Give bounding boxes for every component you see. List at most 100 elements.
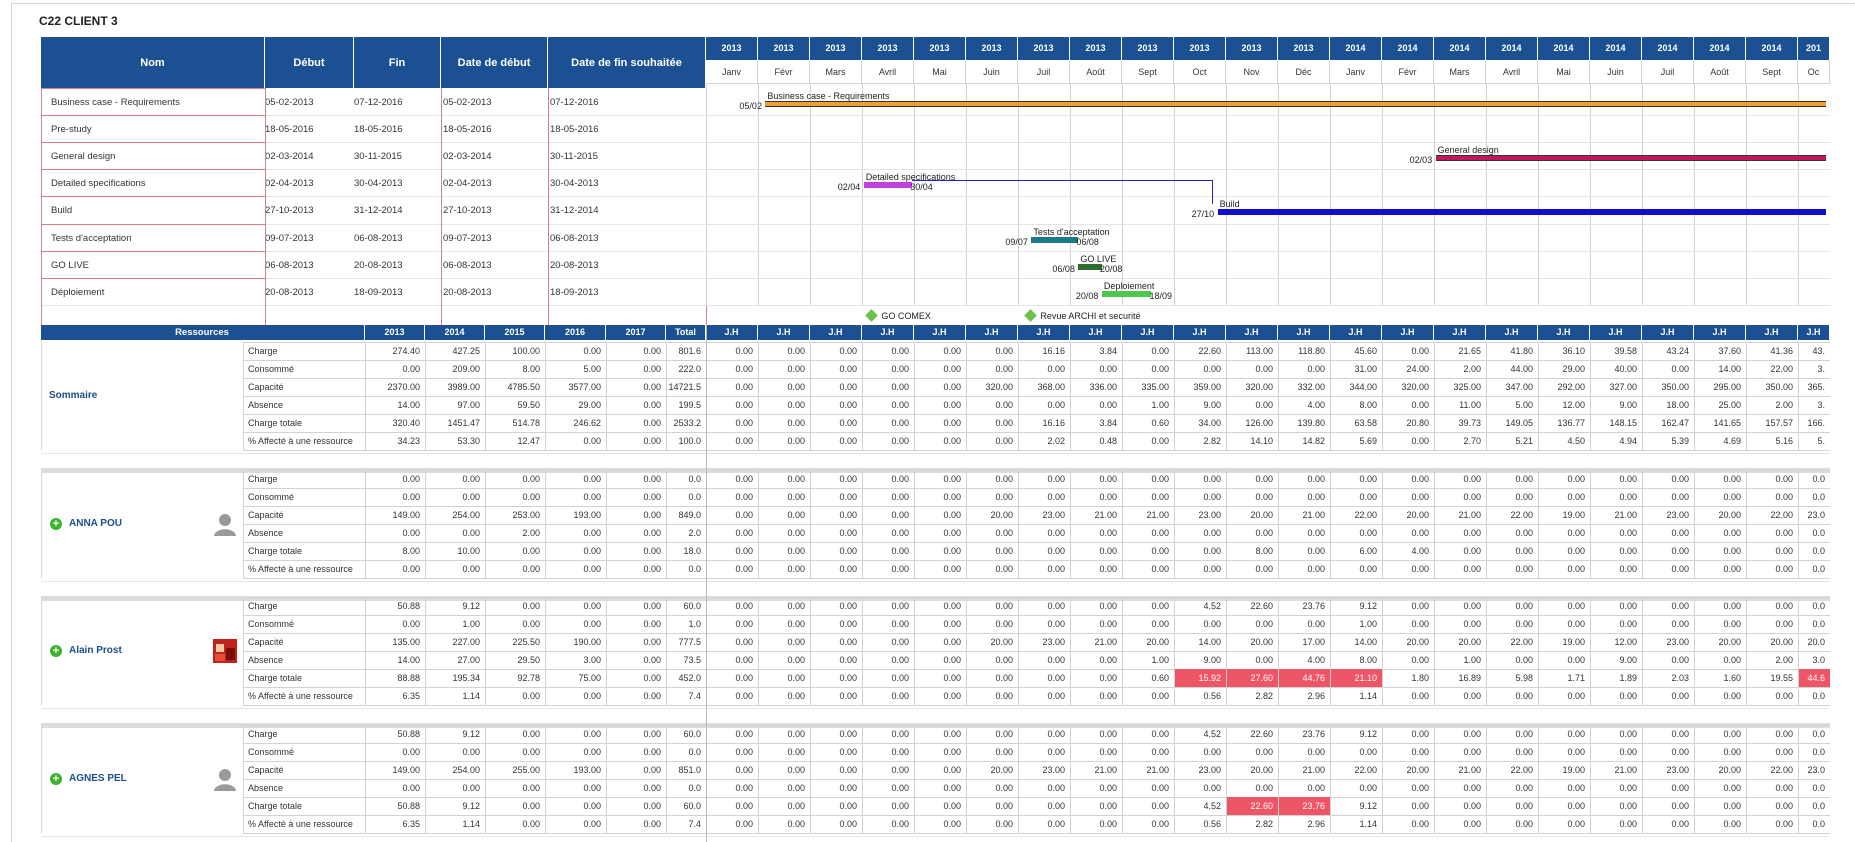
task-cell-date_fin[interactable]: 18-05-2016: [550, 124, 599, 136]
month-value: 0.00: [1174, 488, 1226, 506]
task-cell-date_debut[interactable]: 09-07-2013: [443, 232, 492, 244]
task-cell-debut[interactable]: 02-04-2013: [265, 178, 314, 190]
resource-name-link[interactable]: ANNA POU: [69, 518, 122, 529]
task-cell-date_debut[interactable]: 27-10-2013: [443, 205, 492, 217]
task-cell-nom[interactable]: Déploiement: [51, 286, 105, 298]
month-value: 3.: [1798, 360, 1830, 378]
month-value: 0.00: [758, 470, 810, 488]
task-header-4[interactable]: Date de fin souhaitée: [548, 37, 706, 88]
task-cell-date_fin[interactable]: 31-12-2014: [550, 205, 599, 217]
task-cell-nom[interactable]: Business case - Requirements: [51, 97, 180, 108]
month-value: 0.00: [1486, 488, 1538, 506]
month-value: 1.71: [1538, 669, 1590, 687]
task-cell-date_fin[interactable]: 06-08-2013: [550, 232, 599, 244]
expand-plus-icon[interactable]: +: [50, 773, 62, 785]
month-value: 24.00: [1382, 360, 1434, 378]
task-cell-date_debut[interactable]: 18-05-2016: [443, 124, 492, 136]
task-cell-nom[interactable]: GO LIVE: [51, 259, 90, 271]
gantt-bar[interactable]: [765, 101, 1826, 107]
resource-name-link[interactable]: Alain Prost: [69, 645, 122, 656]
month-value: 0.00: [862, 725, 914, 743]
task-cell-date_fin[interactable]: 18-09-2013: [550, 286, 599, 298]
task-cell-fin[interactable]: 07-12-2016: [354, 97, 403, 108]
month-value: 22.60: [1226, 597, 1278, 615]
month-value: 3.84: [1070, 342, 1122, 360]
task-cell-date_fin[interactable]: 30-11-2015: [550, 151, 598, 163]
year-value: 0.00: [365, 470, 425, 488]
month-value: 23.00: [1642, 506, 1694, 524]
task-cell-fin[interactable]: 30-11-2015: [354, 151, 402, 163]
resource-row-label: Capacité: [248, 765, 284, 775]
task-cell-date_debut[interactable]: 05-02-2013: [443, 97, 492, 108]
year-value: 0.00: [545, 488, 606, 506]
task-cell-date_debut[interactable]: 02-03-2014: [443, 151, 492, 163]
month-value: 0.00: [1434, 743, 1486, 761]
task-cell-nom[interactable]: General design: [51, 151, 116, 163]
task-cell-nom[interactable]: Detailed specifications: [51, 178, 146, 190]
expand-plus-icon[interactable]: +: [50, 645, 62, 657]
task-cell-debut[interactable]: 20-08-2013: [265, 286, 314, 298]
year-value: 0.00: [545, 687, 606, 705]
task-cell-date_fin[interactable]: 30-04-2013: [550, 178, 599, 190]
task-cell-fin[interactable]: 20-08-2013: [354, 259, 403, 271]
year-value: 6.35: [365, 815, 425, 833]
task-cell-fin[interactable]: 30-04-2013: [354, 178, 403, 190]
gantt-bar[interactable]: [1031, 236, 1079, 243]
month-value: 325.00: [1434, 378, 1486, 396]
month-value: 0.00: [1226, 560, 1278, 578]
task-cell-debut[interactable]: 06-08-2013: [265, 259, 314, 271]
task-cell-fin[interactable]: 06-08-2013: [354, 232, 403, 244]
month-value: 0.00: [810, 524, 862, 542]
task-cell-fin[interactable]: 18-05-2016: [354, 124, 403, 136]
task-cell-date_debut[interactable]: 06-08-2013: [443, 259, 492, 271]
month-year-header: 2014: [1538, 37, 1590, 60]
task-cell-fin[interactable]: 18-09-2013: [354, 286, 403, 298]
task-cell-nom[interactable]: Build: [51, 205, 73, 217]
month-value: 0.00: [706, 815, 758, 833]
month-value: 63.58: [1330, 414, 1382, 432]
task-row-border: [41, 250, 265, 252]
gantt-grid-vline: [1382, 84, 1383, 306]
year-value: 0.00: [606, 542, 666, 560]
month-value: 136.77: [1538, 414, 1590, 432]
task-cell-date_debut[interactable]: 20-08-2013: [443, 286, 492, 298]
month-value: 0.00: [706, 651, 758, 669]
task-cell-nom[interactable]: Tests d'acceptation: [51, 232, 132, 244]
month-value: 0.00: [1278, 779, 1330, 797]
gantt-bar[interactable]: [1435, 155, 1826, 162]
month-value: 0.00: [1018, 396, 1070, 414]
task-header-0[interactable]: Nom: [41, 37, 265, 88]
task-cell-fin[interactable]: 31-12-2014: [354, 205, 403, 217]
month-value: 23.76: [1278, 725, 1330, 743]
month-value: 0.0: [1798, 597, 1830, 615]
task-cell-date_fin[interactable]: 07-12-2016: [550, 97, 599, 108]
month-value: 20.00: [1382, 761, 1434, 779]
month-value: 6.00: [1330, 542, 1382, 560]
month-value: 23.00: [1174, 761, 1226, 779]
resource-row-label: % Affecté à une ressource: [248, 691, 353, 701]
task-header-3[interactable]: Date de début: [441, 37, 548, 88]
gantt-bar[interactable]: [1217, 209, 1826, 216]
year-value: 0.00: [606, 470, 666, 488]
task-cell-debut[interactable]: 27-10-2013: [265, 205, 314, 217]
task-cell-date_debut[interactable]: 02-04-2013: [443, 178, 492, 190]
month-value: 2.00: [1746, 396, 1798, 414]
group-left-border: [41, 342, 42, 450]
expand-plus-icon[interactable]: +: [50, 518, 62, 530]
gantt-bar[interactable]: [1101, 290, 1152, 297]
task-cell-debut[interactable]: 09-07-2013: [265, 232, 314, 244]
month-value: 0.00: [914, 779, 966, 797]
task-cell-nom[interactable]: Pre-study: [51, 124, 92, 136]
month-value: 9.12: [1330, 797, 1382, 815]
gantt-bar[interactable]: [863, 182, 913, 189]
gantt-bar-end-date: 18/09: [1149, 290, 1172, 301]
task-cell-debut[interactable]: 02-03-2014: [265, 151, 314, 163]
task-header-1[interactable]: Début: [265, 37, 354, 88]
task-cell-date_fin[interactable]: 20-08-2013: [550, 259, 599, 271]
month-value: 37.60: [1694, 342, 1746, 360]
task-cell-debut[interactable]: 05-02-2013: [265, 97, 314, 108]
task-cell-debut[interactable]: 18-05-2016: [265, 124, 314, 136]
gantt-bar[interactable]: [1078, 263, 1102, 270]
resource-name-link[interactable]: AGNES PEL: [69, 773, 127, 784]
task-header-2[interactable]: Fin: [354, 37, 441, 88]
